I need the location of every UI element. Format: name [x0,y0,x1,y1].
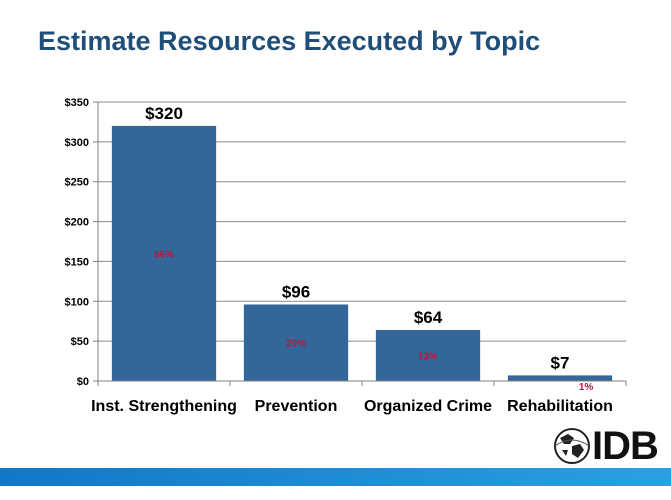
page-title: Estimate Resources Executed by Topic [38,26,541,56]
bar-inst-strengthening [111,125,217,382]
y-tick-label: $200 [65,217,89,229]
y-tick-label: $350 [65,97,89,109]
y-tick-label: $300 [65,137,89,149]
y-tick-label: $150 [65,256,89,268]
idb-logo: IDB [552,424,659,468]
bar-chart: $0 $50 $100 $150 $200 $250 $300 $350 $320 66% Ins… [65,97,627,415]
value-label: $7 [551,353,570,372]
category-label: Prevention [255,398,338,415]
bottom-band [0,468,671,486]
labels: $320 66% Inst. Strengthening $96 20% Preventi… [91,104,613,415]
value-label: $96 [282,282,310,301]
category-label: Inst. Strengthening [91,398,237,415]
percent-label: 66% [154,249,174,260]
percent-label: 13% [418,351,438,362]
bar-organized-crime [375,329,481,381]
bars [111,125,613,382]
y-tick-label: $250 [65,177,89,189]
bar-rehabilitation [507,375,613,381]
value-label: $320 [145,104,183,123]
y-axis-ticks: $0 $50 $100 $150 $200 $250 $300 $350 [65,97,98,388]
axes [97,102,627,386]
percent-label: 1% [579,382,594,393]
category-label: Rehabilitation [507,398,613,415]
logo-text: IDB [592,424,659,468]
y-tick-label: $50 [71,336,89,348]
category-label: Organized Crime [364,398,492,415]
percent-label: 20% [286,339,306,350]
globe-icon [554,428,590,464]
y-tick-label: $100 [65,296,89,308]
value-label: $64 [414,308,443,327]
y-tick-label: $0 [77,376,89,388]
bar-prevention [243,304,349,381]
